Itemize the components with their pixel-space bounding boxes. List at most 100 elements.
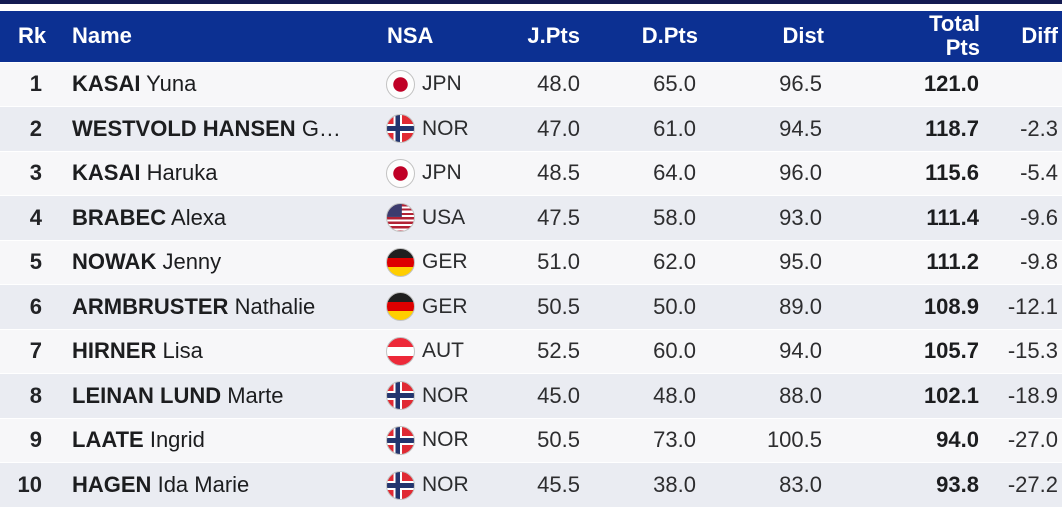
cell-total: 121.0 bbox=[923, 71, 979, 97]
athlete-family-name: LEINAN LUND bbox=[72, 382, 222, 408]
athlete-given-name: Yuna bbox=[146, 71, 197, 97]
athlete-given-name: Nathalie bbox=[234, 293, 316, 319]
table-row[interactable]: 9 LAATE Ingrid NOR 50.5 73.0 100.5 94.0 … bbox=[0, 418, 1062, 463]
flag-jpn-icon bbox=[386, 158, 415, 188]
cell-total: 111.2 bbox=[926, 249, 979, 275]
cell-diff: -15.3 bbox=[1007, 338, 1058, 364]
athlete-name-cell: HIRNER Lisa bbox=[46, 329, 378, 374]
cell-d_pts: 50.0 bbox=[653, 293, 696, 319]
cell-dist: 100.5 bbox=[766, 427, 822, 453]
nsa-wrap: NOR bbox=[386, 114, 482, 144]
nsa-code: NOR bbox=[422, 428, 469, 452]
cell-d_pts: 38.0 bbox=[653, 472, 696, 497]
athlete-name-cell: LAATE Ingrid bbox=[46, 418, 378, 463]
nsa-code: GER bbox=[422, 294, 468, 318]
athlete-name-cell: HAGEN Ida Marie bbox=[46, 463, 378, 508]
cell-diff: -18.9 bbox=[1007, 382, 1058, 408]
athlete-given-name: Alexa bbox=[171, 204, 227, 230]
flag-nor-icon bbox=[386, 381, 415, 411]
nsa-code: USA bbox=[422, 205, 466, 229]
flag-ger-icon bbox=[386, 292, 415, 322]
rank-cell: 2 bbox=[29, 115, 42, 141]
cell-total: 102.1 bbox=[923, 382, 979, 408]
cell-j_pts: 48.5 bbox=[537, 160, 580, 186]
cell-dist: 94.0 bbox=[779, 338, 822, 364]
athlete-given-name: Haruka bbox=[146, 160, 218, 186]
table-header: Rk Name NSA J.Pts D.Pts Dist Total Pts Diff bbox=[0, 11, 1062, 62]
nsa-cell: NOR bbox=[378, 463, 482, 508]
column-header-diff: Diff bbox=[1021, 23, 1058, 49]
table-row[interactable]: 2 WESTVOLD HANSEN G… NOR 47.0 61.0 94.5 … bbox=[0, 106, 1062, 152]
athlete-name-cell: ARMBRUSTER Nathalie bbox=[46, 285, 378, 330]
nsa-cell: USA bbox=[378, 196, 482, 241]
athlete-family-name: KASAI bbox=[72, 71, 141, 97]
athlete-name-cell: KASAI Haruka bbox=[46, 151, 378, 196]
cell-dist: 94.5 bbox=[779, 115, 822, 141]
nsa-cell: GER bbox=[378, 240, 482, 285]
table-body: 1 KASAI Yuna JPN 48.0 65.0 96.5 121.0 2 … bbox=[0, 62, 1062, 507]
cell-j_pts: 47.5 bbox=[537, 204, 580, 230]
table-row[interactable]: 8 LEINAN LUND Marte NOR 45.0 48.0 88.0 1… bbox=[0, 373, 1062, 419]
table-row[interactable]: 6 ARMBRUSTER Nathalie GER 50.5 50.0 89.0… bbox=[0, 284, 1062, 330]
athlete-family-name: WESTVOLD HANSEN bbox=[72, 115, 296, 141]
athlete-given-name: Ingrid bbox=[149, 427, 205, 453]
flag-usa-icon bbox=[386, 203, 415, 233]
athlete-family-name: BRABEC bbox=[72, 204, 167, 230]
athlete-given-name: Marte bbox=[227, 382, 284, 408]
cell-total: 108.9 bbox=[923, 293, 979, 319]
flag-aut-icon bbox=[386, 336, 415, 366]
athlete-family-name: NOWAK bbox=[72, 249, 157, 275]
nsa-cell: NOR bbox=[378, 107, 482, 152]
table-row[interactable]: 4 BRABEC Alexa USA 47.5 58.0 93.0 111.4 … bbox=[0, 195, 1062, 241]
athlete-given-name: Lisa bbox=[162, 338, 203, 364]
athlete-name-cell: NOWAK Jenny bbox=[46, 240, 378, 285]
rank-cell: 4 bbox=[29, 204, 42, 230]
nsa-wrap: USA bbox=[386, 203, 482, 233]
cell-diff: -5.4 bbox=[1020, 160, 1058, 186]
nsa-code: NOR bbox=[422, 383, 469, 407]
cell-d_pts: 64.0 bbox=[653, 160, 696, 186]
cell-d_pts: 65.0 bbox=[653, 71, 696, 97]
column-header-dist: Dist bbox=[782, 23, 824, 49]
cell-total: 118.7 bbox=[925, 115, 979, 141]
rank-cell: 3 bbox=[29, 160, 42, 186]
cell-diff: -27.0 bbox=[1007, 427, 1058, 453]
cell-d_pts: 73.0 bbox=[653, 427, 696, 453]
nsa-wrap: GER bbox=[386, 292, 482, 322]
nsa-wrap: NOR bbox=[386, 425, 482, 455]
column-header-d_pts: D.Pts bbox=[641, 23, 698, 49]
cell-dist: 89.0 bbox=[779, 293, 822, 319]
table-row[interactable]: 1 KASAI Yuna JPN 48.0 65.0 96.5 121.0 bbox=[0, 62, 1062, 107]
table-row[interactable]: 10 HAGEN Ida Marie NOR 45.5 38.0 83.0 93… bbox=[0, 462, 1062, 508]
nsa-cell: GER bbox=[378, 285, 482, 330]
nsa-cell: AUT bbox=[378, 329, 482, 374]
nsa-code: GER bbox=[422, 250, 468, 274]
rank-cell: 7 bbox=[29, 338, 42, 364]
cell-j_pts: 45.5 bbox=[537, 472, 580, 497]
table-row[interactable]: 5 NOWAK Jenny GER 51.0 62.0 95.0 111.2 -… bbox=[0, 240, 1062, 285]
rank-cell: 8 bbox=[29, 382, 42, 408]
nsa-code: AUT bbox=[422, 339, 464, 363]
athlete-name-cell: KASAI Yuna bbox=[46, 62, 378, 107]
nsa-cell: JPN bbox=[378, 62, 482, 107]
flag-ger-icon bbox=[386, 247, 415, 277]
cell-dist: 96.0 bbox=[779, 160, 822, 186]
cell-d_pts: 61.0 bbox=[653, 115, 696, 141]
cell-total: 93.8 bbox=[936, 472, 979, 497]
rank-cell: 9 bbox=[29, 427, 42, 453]
cell-d_pts: 48.0 bbox=[653, 382, 696, 408]
rank-cell: 1 bbox=[29, 71, 42, 97]
nsa-code: NOR bbox=[422, 116, 469, 140]
column-header-j_pts: J.Pts bbox=[527, 23, 580, 49]
cell-d_pts: 60.0 bbox=[653, 338, 696, 364]
table-row[interactable]: 7 HIRNER Lisa AUT 52.5 60.0 94.0 105.7 -… bbox=[0, 329, 1062, 374]
cell-d_pts: 62.0 bbox=[653, 249, 696, 275]
athlete-name-cell: WESTVOLD HANSEN G… bbox=[46, 107, 378, 152]
cell-d_pts: 58.0 bbox=[653, 204, 696, 230]
cell-j_pts: 52.5 bbox=[537, 338, 580, 364]
athlete-name-cell: LEINAN LUND Marte bbox=[46, 374, 378, 419]
table-row[interactable]: 3 KASAI Haruka JPN 48.5 64.0 96.0 115.6 … bbox=[0, 151, 1062, 196]
cell-diff: -12.1 bbox=[1007, 293, 1058, 319]
athlete-family-name: KASAI bbox=[72, 160, 141, 186]
